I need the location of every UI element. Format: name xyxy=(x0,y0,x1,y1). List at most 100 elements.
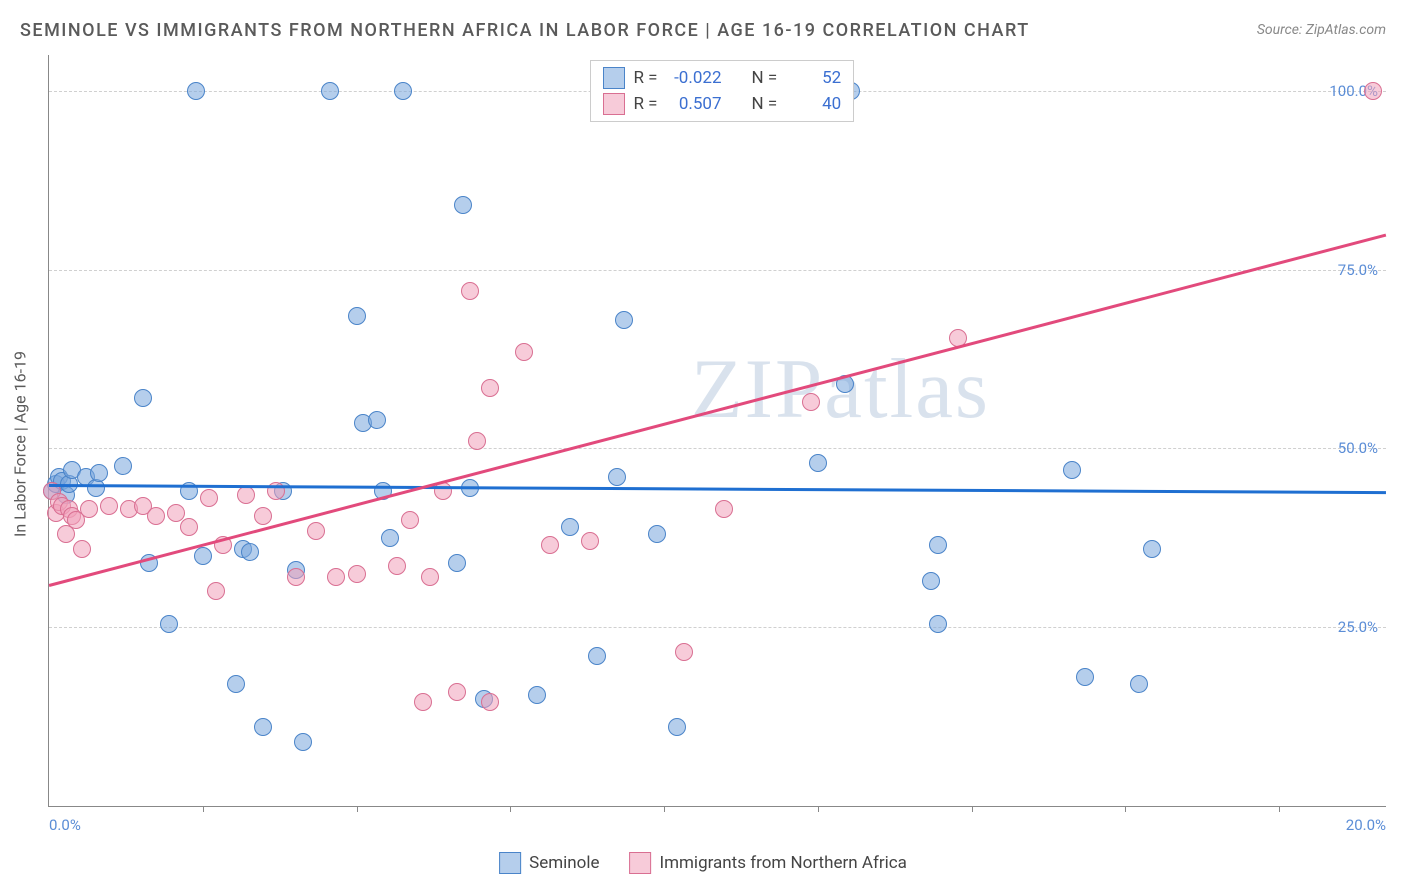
scatter-point-seminole xyxy=(1076,668,1094,686)
scatter-point-seminole xyxy=(608,468,626,486)
scatter-point-seminole xyxy=(254,718,272,736)
plot-region: ZIPatlas 25.0%50.0%75.0%100.0%0.0%20.0%R… xyxy=(48,55,1386,807)
x-tick-mark xyxy=(972,806,973,812)
stats-n-value-naf: 40 xyxy=(785,94,841,114)
legend-swatch-naf xyxy=(629,852,651,874)
x-tick-label: 20.0% xyxy=(1346,816,1386,834)
scatter-point-naf xyxy=(461,282,479,300)
scatter-point-seminole xyxy=(368,411,386,429)
scatter-point-seminole xyxy=(1143,540,1161,558)
correlation-stats-box: R = -0.022 N = 52 R = 0.507 N = 40 xyxy=(590,60,854,122)
scatter-point-naf xyxy=(254,507,272,525)
scatter-point-seminole xyxy=(615,311,633,329)
x-tick-mark xyxy=(510,806,511,812)
scatter-point-naf xyxy=(147,507,165,525)
scatter-point-seminole xyxy=(227,675,245,693)
scatter-point-seminole xyxy=(394,82,412,100)
stats-r-label: R = xyxy=(633,68,657,88)
bottom-legend: Seminole Immigrants from Northern Africa xyxy=(499,852,907,874)
scatter-point-seminole xyxy=(321,82,339,100)
y-tick-label: 75.0% xyxy=(1338,261,1378,279)
x-tick-mark xyxy=(818,806,819,812)
x-tick-label: 0.0% xyxy=(49,816,81,834)
x-tick-mark xyxy=(1279,806,1280,812)
legend-label-seminole: Seminole xyxy=(529,853,599,873)
stats-r-value-naf: 0.507 xyxy=(666,94,722,114)
scatter-point-naf xyxy=(481,379,499,397)
scatter-point-seminole xyxy=(528,686,546,704)
scatter-point-naf xyxy=(468,432,486,450)
x-tick-mark xyxy=(1125,806,1126,812)
scatter-point-naf xyxy=(73,540,91,558)
y-tick-label: 25.0% xyxy=(1338,618,1378,636)
stats-r-value-seminole: -0.022 xyxy=(666,68,722,88)
source-citation: Source: ZipAtlas.com xyxy=(1257,22,1386,38)
stats-n-label: N = xyxy=(752,94,778,114)
gridline-horizontal xyxy=(49,270,1386,271)
scatter-point-naf xyxy=(481,693,499,711)
scatter-point-seminole xyxy=(160,615,178,633)
stats-swatch-seminole xyxy=(603,67,625,89)
trend-line-naf xyxy=(49,234,1387,587)
stats-row-seminole: R = -0.022 N = 52 xyxy=(603,65,841,91)
scatter-point-naf xyxy=(434,482,452,500)
scatter-point-naf xyxy=(200,489,218,507)
scatter-point-seminole xyxy=(809,454,827,472)
scatter-point-seminole xyxy=(1130,675,1148,693)
scatter-point-naf xyxy=(180,518,198,536)
scatter-point-naf xyxy=(414,693,432,711)
legend-item-seminole: Seminole xyxy=(499,852,599,874)
scatter-point-seminole xyxy=(929,536,947,554)
scatter-point-seminole xyxy=(454,196,472,214)
scatter-point-seminole xyxy=(348,307,366,325)
scatter-point-seminole xyxy=(381,529,399,547)
scatter-point-naf xyxy=(327,568,345,586)
scatter-point-seminole xyxy=(90,464,108,482)
scatter-point-naf xyxy=(388,557,406,575)
scatter-point-seminole xyxy=(114,457,132,475)
scatter-point-seminole xyxy=(561,518,579,536)
scatter-point-naf xyxy=(715,500,733,518)
legend-item-naf: Immigrants from Northern Africa xyxy=(629,852,906,874)
scatter-point-naf xyxy=(167,504,185,522)
scatter-point-naf xyxy=(287,568,305,586)
stats-n-label: N = xyxy=(752,68,778,88)
scatter-point-seminole xyxy=(134,389,152,407)
scatter-point-naf xyxy=(401,511,419,529)
y-tick-label: 50.0% xyxy=(1338,439,1378,457)
stats-r-label: R = xyxy=(633,94,657,114)
legend-swatch-seminole xyxy=(499,852,521,874)
chart-title: SEMINOLE VS IMMIGRANTS FROM NORTHERN AFR… xyxy=(20,20,1030,41)
scatter-point-seminole xyxy=(187,82,205,100)
x-tick-mark xyxy=(357,806,358,812)
chart-area: In Labor Force | Age 16-19 ZIPatlas 25.0… xyxy=(48,55,1386,832)
scatter-point-seminole xyxy=(1063,461,1081,479)
scatter-point-naf xyxy=(581,532,599,550)
scatter-point-naf xyxy=(448,683,466,701)
scatter-point-seminole xyxy=(448,554,466,572)
scatter-point-seminole xyxy=(241,543,259,561)
scatter-point-naf xyxy=(675,643,693,661)
scatter-point-naf xyxy=(541,536,559,554)
scatter-point-naf xyxy=(1364,82,1382,100)
scatter-point-naf xyxy=(348,565,366,583)
y-axis-title: In Labor Force | Age 16-19 xyxy=(11,350,30,536)
x-tick-mark xyxy=(664,806,665,812)
stats-swatch-naf xyxy=(603,93,625,115)
scatter-point-seminole xyxy=(294,733,312,751)
scatter-point-seminole xyxy=(929,615,947,633)
scatter-point-naf xyxy=(421,568,439,586)
gridline-horizontal xyxy=(49,627,1386,628)
scatter-point-naf xyxy=(100,497,118,515)
scatter-point-naf xyxy=(802,393,820,411)
gridline-horizontal xyxy=(49,448,1386,449)
scatter-point-seminole xyxy=(588,647,606,665)
scatter-point-seminole xyxy=(648,525,666,543)
stats-row-naf: R = 0.507 N = 40 xyxy=(603,91,841,117)
scatter-point-seminole xyxy=(194,547,212,565)
scatter-point-naf xyxy=(237,486,255,504)
scatter-point-seminole xyxy=(668,718,686,736)
scatter-point-naf xyxy=(207,582,225,600)
scatter-point-naf xyxy=(515,343,533,361)
stats-n-value-seminole: 52 xyxy=(785,68,841,88)
